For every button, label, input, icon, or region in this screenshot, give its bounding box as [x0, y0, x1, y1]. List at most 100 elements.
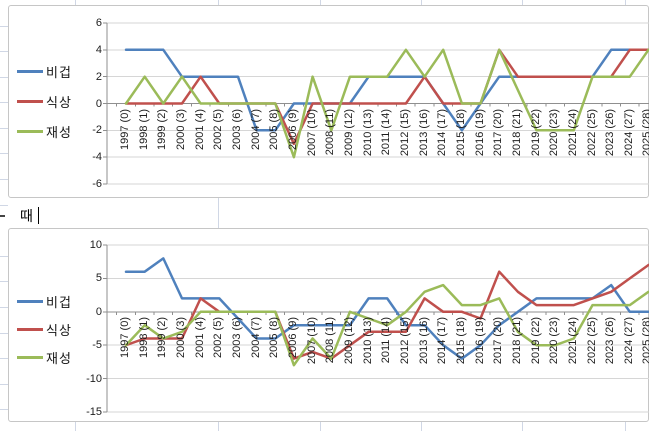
legend-label: 식상: [46, 322, 72, 338]
cell-gridline: [218, 0, 219, 5]
x-axis-label: 2004 (7): [249, 316, 262, 358]
x-axis-label: 2021 (24): [566, 108, 579, 156]
x-axis-label: 2007 (10): [305, 316, 318, 364]
cell-gridline: [625, 422, 626, 431]
x-axis-label: 2016 (19): [473, 316, 486, 364]
cell-gridline: [218, 198, 219, 228]
x-axis-label: 2015 (18): [454, 108, 467, 156]
legend-line-sample-bigeop: [17, 69, 43, 73]
x-axis-label: 2022 (25): [585, 108, 598, 156]
cell-gridline: [320, 0, 321, 5]
x-axis-label: 2016 (19): [473, 108, 486, 156]
cell-gridline: [0, 128, 8, 129]
cell-gridline: [0, 179, 8, 180]
y-axis-label: 2: [95, 70, 102, 83]
x-axis-label: 2006 (9): [286, 108, 299, 150]
cell-gridline: [0, 26, 8, 27]
x-axis-label: 2020 (23): [548, 108, 561, 156]
x-axis-label: 2009 (12): [342, 316, 355, 364]
x-axis-label: 2002 (5): [212, 108, 225, 150]
x-axis-label: 2001 (4): [193, 316, 206, 358]
x-axis-label: 2021 (24): [566, 316, 579, 364]
cell-gridline: [0, 358, 8, 359]
x-axis-label: 2018 (21): [510, 108, 523, 156]
legend-label: 비겁: [46, 64, 72, 80]
cell-gridline: [75, 0, 76, 5]
cell-gridline: [522, 422, 523, 431]
cell-gridline: [0, 51, 8, 52]
cell-gridline: [0, 153, 8, 154]
cell-gridline: [0, 102, 8, 103]
x-axis-label: 2019 (22): [529, 108, 542, 156]
chart-1-plot: [103, 244, 649, 413]
x-axis-label: 2003 (6): [230, 108, 243, 150]
y-axis-label: -15: [86, 406, 102, 418]
cell-gridline: [625, 0, 626, 5]
x-axis-label: 2012 (15): [398, 316, 411, 364]
x-axis-label: 2014 (17): [436, 108, 449, 156]
legend-line-sample-jaeseong: [17, 129, 43, 133]
legend-item: 재성: [17, 349, 72, 366]
x-axis-label: 2025 (28): [641, 108, 649, 156]
legend-label: 식상: [46, 94, 72, 110]
x-axis-label: 2010 (13): [361, 108, 374, 156]
x-axis-label: 2002 (5): [212, 316, 225, 358]
cell-text-fragment: [0, 215, 5, 217]
x-axis-label: 2000 (3): [174, 108, 187, 150]
x-axis-label: 2015 (18): [454, 316, 467, 364]
x-axis-label: 2024 (27): [622, 108, 635, 156]
cell-text: 때: [20, 208, 33, 224]
y-axis-label: -10: [86, 372, 102, 385]
x-axis-label: 2020 (23): [548, 316, 561, 364]
legend-label: 재성: [46, 350, 72, 366]
text-cursor: [38, 207, 39, 224]
x-axis-label: 2007 (10): [305, 108, 318, 156]
x-axis-label: 2014 (17): [436, 316, 449, 364]
y-axis-label: -5: [92, 339, 102, 352]
cell-gridline: [0, 77, 8, 78]
cell-gridline: [75, 422, 76, 431]
x-axis-label: 2010 (13): [361, 316, 374, 364]
cell-gridline: [421, 422, 422, 431]
chart-frame-top[interactable]: [8, 5, 649, 198]
x-axis-label: 2004 (7): [249, 108, 262, 150]
cell-gridline: [0, 384, 8, 385]
x-axis-label: 2023 (26): [604, 108, 617, 156]
series-line-재성: [124, 283, 649, 367]
cell-gridline: [0, 281, 8, 282]
x-axis-label: 1998 (1): [137, 108, 150, 150]
x-axis-label: 2022 (25): [585, 316, 598, 364]
series-line-재성: [124, 48, 649, 159]
x-axis-label: 2023 (26): [604, 316, 617, 364]
y-axis-label: -6: [92, 178, 102, 190]
legend-line-sample-bigeop: [17, 299, 43, 303]
x-axis-label: 2025 (28): [641, 316, 649, 364]
x-axis-label: 1999 (2): [156, 316, 169, 358]
x-axis-label: 2019 (22): [529, 316, 542, 364]
cell-gridline: [0, 333, 8, 334]
cell-gridline: [218, 422, 219, 431]
cell-gridline: [0, 307, 8, 308]
cell-gridline: [522, 0, 523, 5]
legend-item: 식상: [17, 93, 72, 110]
legend-item: 비겁: [17, 293, 72, 310]
x-axis-label: 2005 (8): [268, 108, 281, 150]
x-axis-label: 2000 (3): [174, 316, 187, 358]
x-axis-label: 2013 (16): [417, 108, 430, 156]
x-axis-label: 2018 (21): [510, 316, 523, 364]
legend-label: 재성: [46, 124, 72, 140]
x-axis-label: 2017 (20): [492, 316, 505, 364]
x-axis-label: 2011 (14): [380, 108, 393, 155]
y-axis-label: 10: [89, 239, 102, 251]
x-axis-label: 2024 (27): [622, 316, 635, 364]
x-axis-label: 2003 (6): [230, 316, 243, 358]
x-axis-label: 1999 (2): [156, 108, 169, 150]
series-line-식상: [124, 263, 649, 360]
legend-item: 재성: [17, 123, 72, 140]
x-axis-label: 2013 (16): [417, 316, 430, 364]
x-axis-label: 1998 (1): [137, 316, 150, 358]
x-axis-label: 2008 (11): [324, 108, 337, 155]
cell-gridline: [0, 256, 8, 257]
